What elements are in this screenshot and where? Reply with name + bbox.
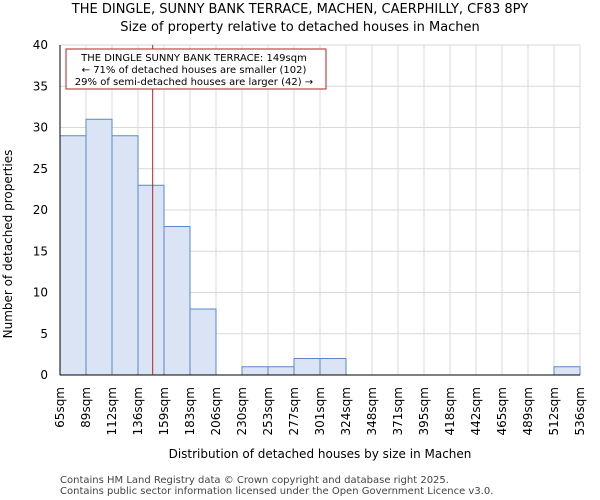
x-tick-label: 489sqm bbox=[521, 387, 535, 435]
x-tick-label: 136sqm bbox=[131, 387, 145, 435]
histogram-bar bbox=[267, 366, 295, 376]
property-marker: THE DINGLE SUNNY BANK TERRACE: 149sqm← 7… bbox=[65, 45, 327, 375]
y-tick-label: 20 bbox=[33, 203, 48, 217]
histogram-bar bbox=[59, 135, 87, 376]
annotation-box bbox=[65, 48, 327, 90]
y-tick-label: 35 bbox=[33, 79, 48, 93]
x-tick-labels: 65sqm 89sqm 112sqm 136sqm 159sqm 183sqm 206sqm… bbox=[53, 387, 587, 435]
y-tick-label: 25 bbox=[33, 162, 48, 176]
footer-line-2: Contains public sector information licen… bbox=[60, 486, 493, 497]
x-tick-label: 301sqm bbox=[313, 387, 327, 435]
x-tick-label: 348sqm bbox=[365, 387, 379, 435]
x-axis-label: Distribution of detached houses by size … bbox=[169, 447, 472, 461]
bars bbox=[59, 118, 581, 376]
y-tick-label: 10 bbox=[33, 286, 48, 300]
x-tick-label: 442sqm bbox=[469, 387, 483, 435]
annotation-line: ← 71% of detached houses are smaller (10… bbox=[82, 65, 307, 76]
histogram-bar bbox=[293, 358, 321, 376]
y-tick-label: 40 bbox=[33, 38, 48, 52]
annotation-line: THE DINGLE SUNNY BANK TERRACE: 149sqm bbox=[80, 53, 307, 64]
histogram-bar bbox=[111, 135, 139, 376]
x-tick-label: 230sqm bbox=[235, 387, 249, 435]
x-tick-label: 159sqm bbox=[157, 387, 171, 435]
histogram-bar bbox=[85, 118, 113, 376]
x-tick-label: 512sqm bbox=[547, 387, 561, 435]
x-tick-label: 183sqm bbox=[183, 387, 197, 435]
x-tick-label: 324sqm bbox=[339, 387, 353, 435]
histogram-bar bbox=[241, 366, 269, 376]
chart-subtitle: Size of property relative to detached ho… bbox=[120, 20, 480, 35]
footer-line-1: Contains HM Land Registry data © Crown c… bbox=[60, 475, 449, 486]
x-tick-label: 89sqm bbox=[79, 387, 93, 428]
x-tick-label: 112sqm bbox=[105, 387, 119, 435]
x-tick-label: 536sqm bbox=[573, 387, 587, 435]
y-tick-label: 0 bbox=[40, 368, 48, 382]
x-tick-label: 65sqm bbox=[53, 387, 67, 428]
x-tick-label: 253sqm bbox=[261, 387, 275, 435]
x-tick-label: 371sqm bbox=[391, 387, 405, 435]
annotation-line: 29% of semi-detached houses are larger (… bbox=[75, 77, 313, 88]
y-tick-label: 15 bbox=[33, 244, 48, 258]
histogram-bar bbox=[163, 226, 191, 376]
x-tick-label: 465sqm bbox=[495, 387, 509, 435]
histogram-bar bbox=[319, 358, 347, 376]
x-tick-label: 277sqm bbox=[287, 387, 301, 435]
y-axis-label: Number of detached properties bbox=[1, 150, 15, 339]
x-tick-label: 395sqm bbox=[417, 387, 431, 435]
y-tick-labels: 0 5 10 15 20 25 30 35 40 bbox=[33, 38, 48, 382]
x-tick-label: 206sqm bbox=[209, 387, 223, 435]
histogram-bar bbox=[137, 184, 165, 376]
histogram-bar bbox=[553, 366, 581, 376]
y-tick-label: 30 bbox=[33, 121, 48, 135]
axes bbox=[59, 45, 580, 376]
y-tick-label: 5 bbox=[40, 327, 48, 341]
histogram-bar bbox=[189, 308, 217, 376]
x-tick-label: 418sqm bbox=[443, 387, 457, 435]
chart-title: THE DINGLE, SUNNY BANK TERRACE, MACHEN, … bbox=[71, 2, 528, 17]
